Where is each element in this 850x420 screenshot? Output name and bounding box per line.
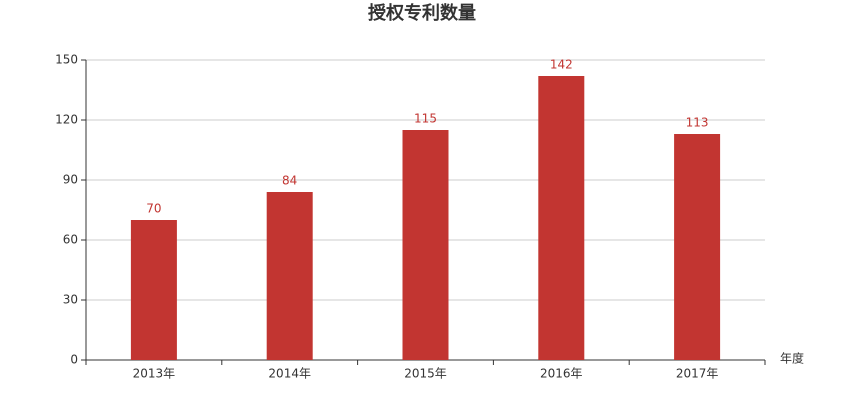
y-tick-label: 60 — [63, 233, 78, 247]
data-label: 115 — [414, 112, 437, 126]
bar — [674, 134, 721, 360]
bar — [130, 220, 177, 360]
x-tick-label: 2015年 — [404, 367, 447, 381]
x-tick-label: 2016年 — [540, 367, 583, 381]
x-tick-label: 2014年 — [268, 367, 311, 381]
x-axis-name: 年度 — [780, 351, 804, 366]
bar — [538, 76, 585, 360]
y-tick-label: 30 — [63, 293, 78, 307]
chart-title: 授权专利数量 — [368, 2, 476, 24]
x-tick-label: 2017年 — [676, 367, 719, 381]
data-label: 113 — [686, 116, 709, 130]
data-label: 70 — [146, 202, 161, 216]
y-tick-label: 150 — [55, 53, 78, 67]
y-tick-label: 90 — [63, 173, 78, 187]
y-tick-label: 0 — [70, 353, 78, 367]
data-label: 142 — [550, 58, 573, 72]
x-tick-label: 2013年 — [133, 367, 176, 381]
data-label: 84 — [282, 174, 297, 188]
y-tick-label: 120 — [55, 113, 78, 127]
bar — [402, 130, 449, 360]
bar — [266, 192, 313, 360]
